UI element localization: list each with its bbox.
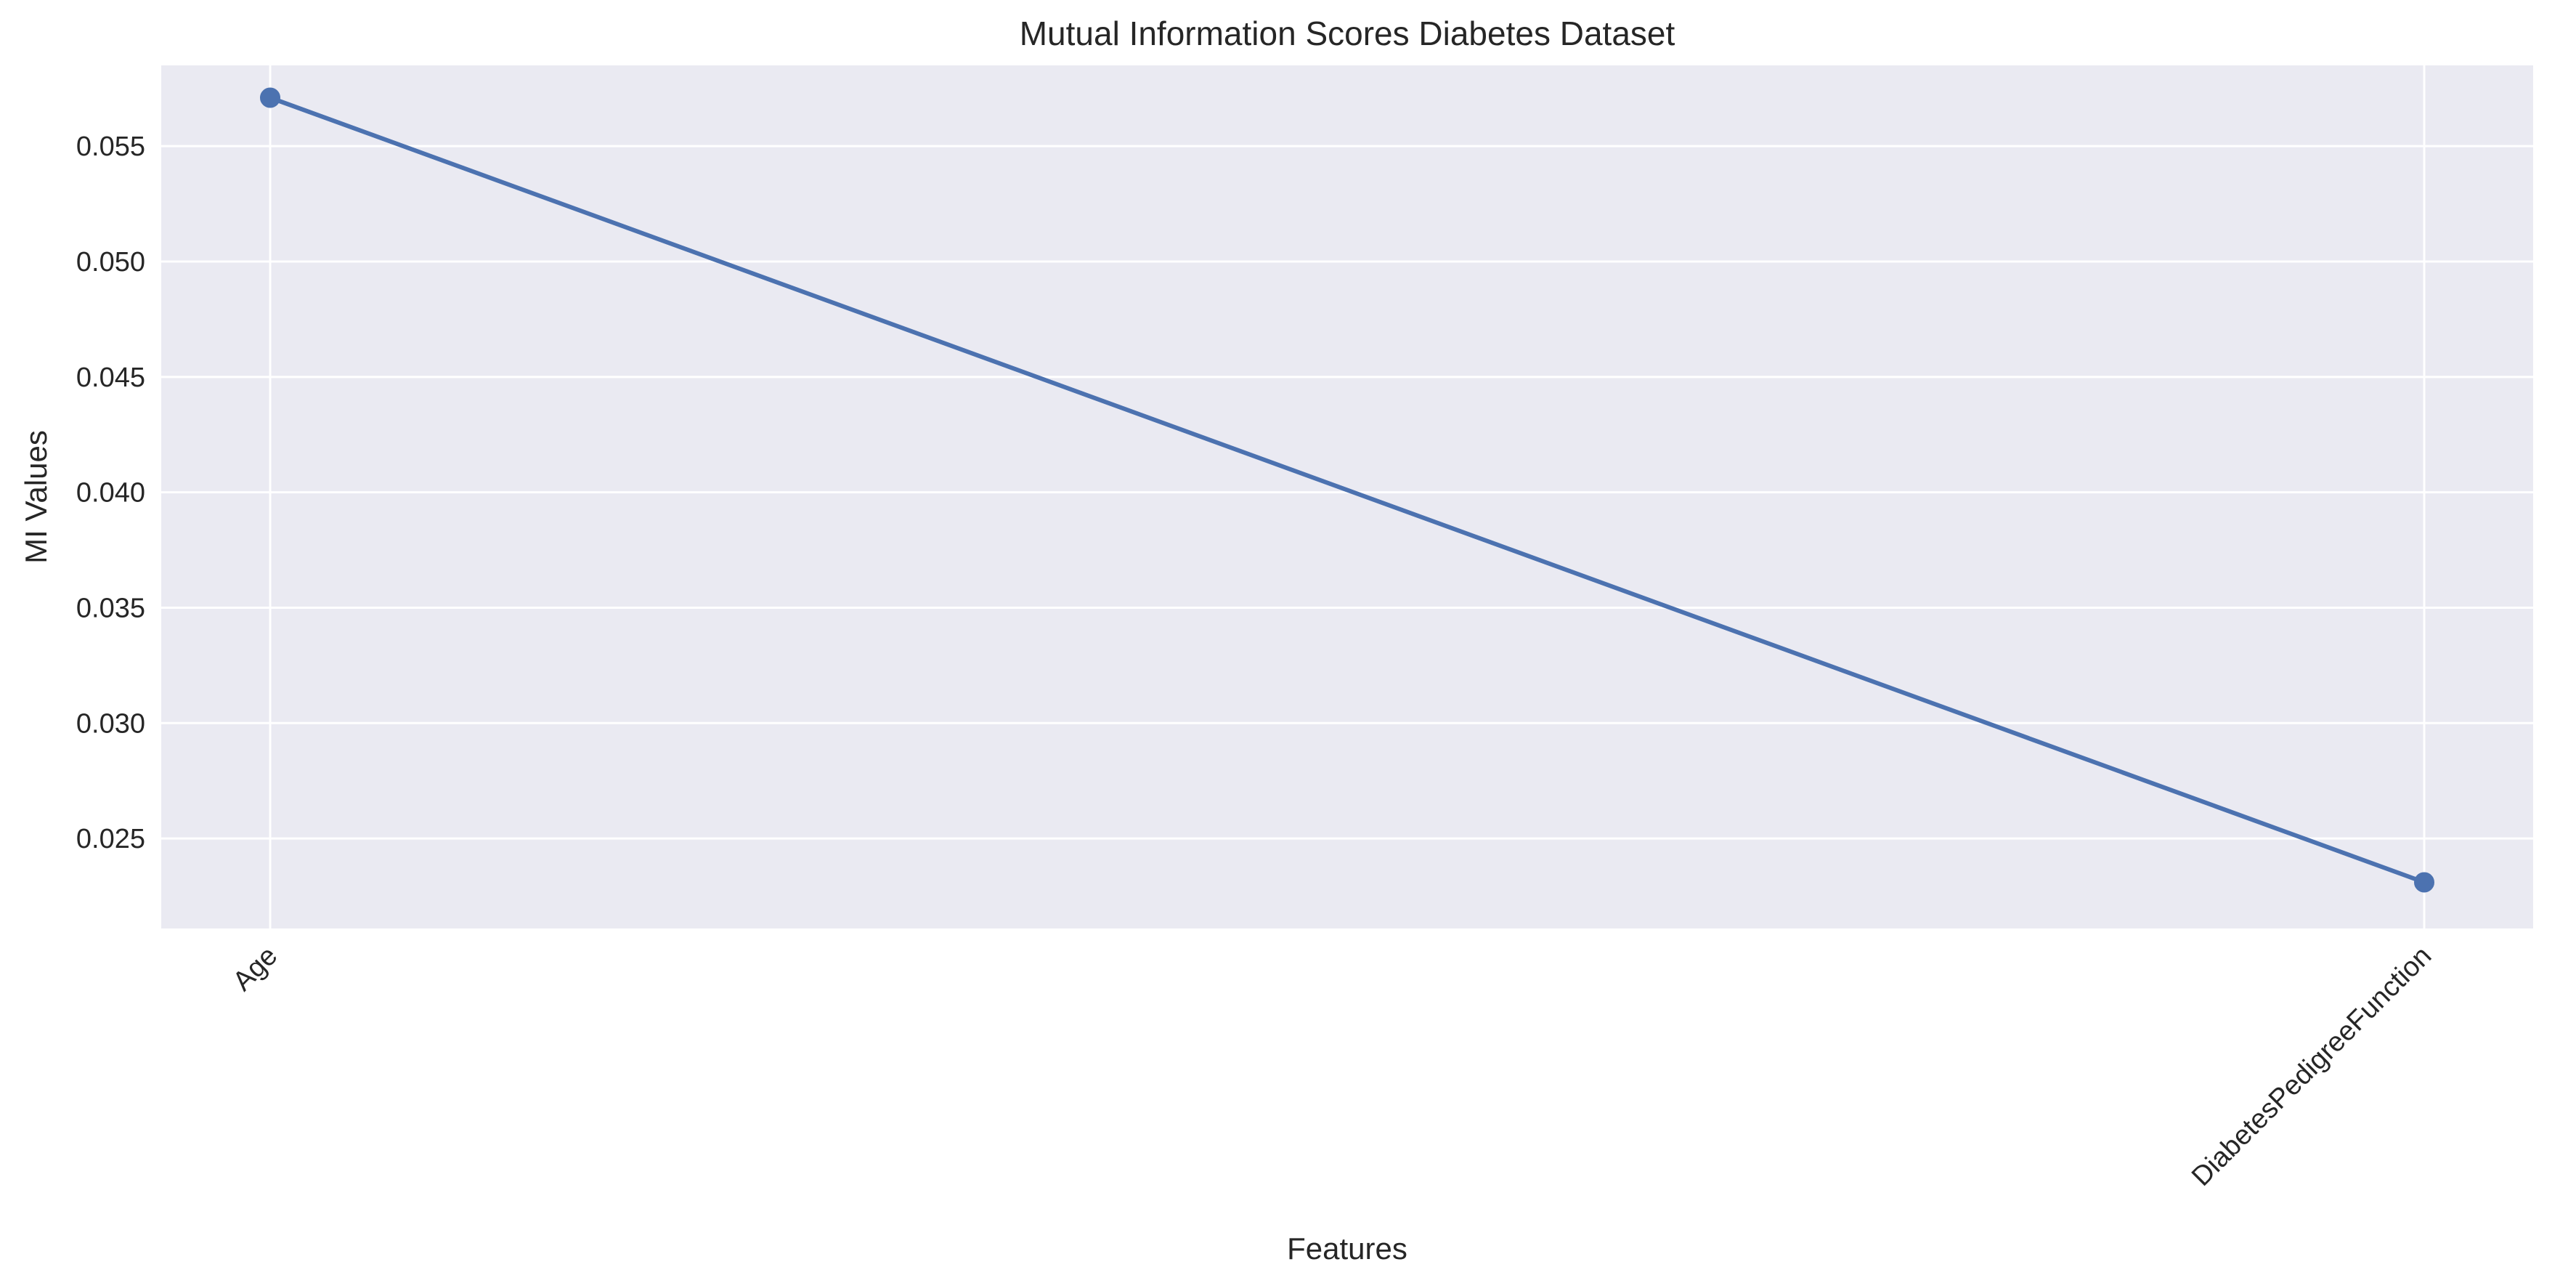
y-axis-label: MI Values <box>19 430 53 564</box>
plot-area <box>161 65 2533 928</box>
y-tick-label: 0.055 <box>76 131 145 162</box>
x-axis-label: Features <box>1287 1231 1407 1266</box>
y-tick-label: 0.050 <box>76 247 145 278</box>
y-tick-label: 0.045 <box>76 363 145 393</box>
x-tick-label: Age <box>227 941 284 997</box>
y-tick-label: 0.040 <box>76 478 145 509</box>
x-tick-label: DiabetesPedigreeFunction <box>2186 941 2437 1192</box>
x-tick-labels: Age DiabetesPedigreeFunction <box>227 941 2438 1192</box>
series-line <box>269 95 2426 885</box>
y-tick-label: 0.025 <box>76 824 145 854</box>
data-point <box>2414 872 2434 893</box>
y-tick-labels: 0.025 0.030 0.035 0.040 0.045 0.050 0.055 <box>76 131 145 854</box>
chart-title: Mutual Information Scores Diabetes Datas… <box>1020 15 1675 52</box>
series-layer <box>260 87 2434 893</box>
y-tick-label: 0.035 <box>76 593 145 623</box>
y-tick-label: 0.030 <box>76 708 145 739</box>
grid-lines <box>161 65 2533 928</box>
data-point <box>260 87 280 108</box>
